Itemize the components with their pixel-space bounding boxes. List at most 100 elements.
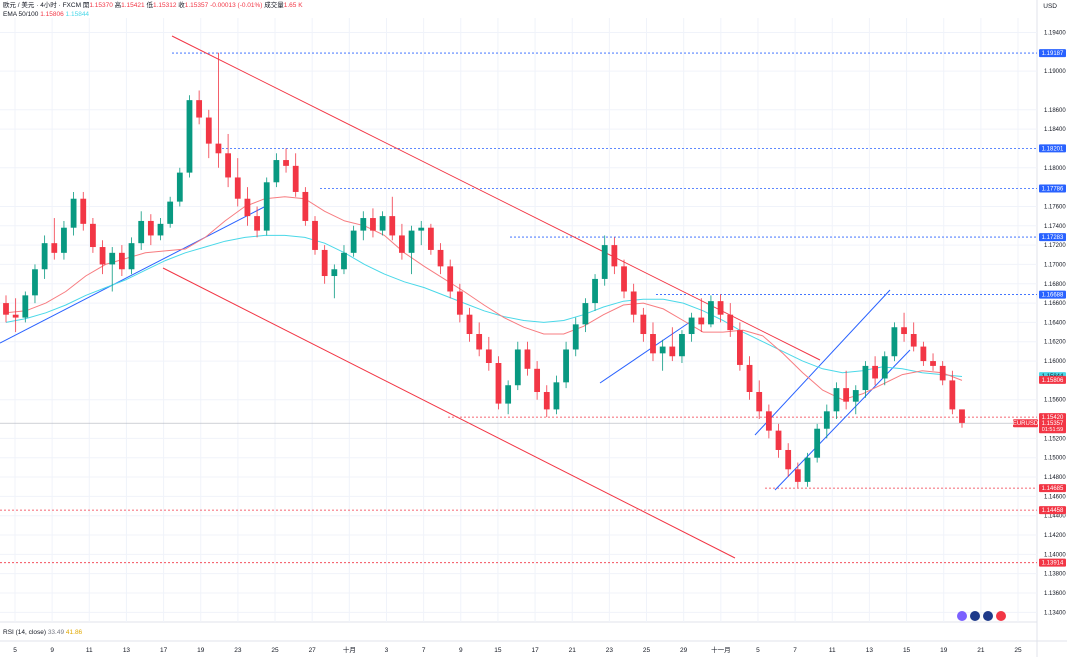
candle-body: [157, 223, 164, 236]
candle-body: [765, 411, 772, 431]
candle-body: [505, 385, 512, 404]
candle-body: [572, 324, 579, 350]
candle-body: [708, 301, 714, 325]
candle-body: [379, 216, 386, 231]
time-tick-label: 9: [50, 647, 54, 654]
price-tick-label: 1.16600: [1044, 301, 1066, 307]
candle-body: [650, 334, 656, 354]
time-tick-label: 25: [1014, 647, 1022, 654]
candle-body: [949, 380, 956, 410]
price-label-text: 1.17283: [1042, 235, 1064, 241]
candle-body: [12, 314, 19, 318]
candle-body: [147, 220, 154, 236]
price-tick-label: 1.14800: [1044, 475, 1066, 481]
candle-body: [495, 363, 502, 404]
symbol-legend[interactable]: 欧元 / 美元 · 4小时 · FXCM 開1.15370 高1.15421 低…: [3, 2, 303, 10]
candle-body: [698, 317, 705, 325]
time-tick-label: 3: [385, 647, 389, 654]
price-tick-label: 1.15000: [1044, 456, 1066, 462]
candle-body: [312, 220, 318, 250]
symbol-title: 欧元 / 美元 · 4小时 · FXCM: [3, 2, 81, 9]
flash-icon[interactable]: [957, 611, 967, 621]
candle-body: [437, 249, 444, 267]
candle-body: [659, 346, 666, 354]
time-tick-label: 23: [234, 647, 242, 654]
price-label-box: [1039, 413, 1066, 422]
price-tick-label: 1.14400: [1044, 514, 1066, 520]
us-flag-icon[interactable]: [996, 611, 1006, 621]
flag-icon[interactable]: [970, 611, 980, 621]
price-axis[interactable]: 1.19400 1.19000 1.18600 1.18400 1.18000 1.176…: [1044, 30, 1066, 616]
candle-body: [360, 218, 367, 231]
price-label-box: [1039, 144, 1066, 153]
candle-body: [32, 269, 38, 296]
candle-body: [640, 314, 647, 335]
candle-body: [215, 143, 222, 154]
candle-body: [196, 100, 203, 118]
candle-body: [109, 252, 116, 265]
price-labels: 1.19187 1.18201 1.17786 1.17283 1.16688 1.158…: [1013, 49, 1066, 567]
time-tick-label: 19: [197, 647, 205, 654]
time-tick-label: 25: [643, 647, 651, 654]
price-label-box: [1039, 419, 1066, 434]
time-tick-label: 7: [422, 647, 426, 654]
time-tick-label: 21: [569, 647, 577, 654]
candle-body: [756, 391, 763, 412]
candle-body: [263, 182, 270, 231]
price-tick-label: 1.16000: [1044, 359, 1066, 365]
price-tick-label: 1.13400: [1044, 610, 1066, 616]
flag-icon[interactable]: [983, 611, 993, 621]
candle-body: [447, 266, 454, 292]
time-tick-label: 十一月: [711, 645, 731, 654]
candle-body: [234, 177, 241, 199]
price-label-text: 1.17786: [1042, 186, 1064, 192]
candle-body: [611, 245, 618, 267]
price-tick-label: 1.18400: [1044, 127, 1066, 133]
drawing-lines: [0, 35, 1037, 564]
price-tick-label: 1.17000: [1044, 262, 1066, 268]
candle-body: [341, 252, 347, 270]
price-label-box: [1039, 184, 1066, 193]
candle-body: [254, 216, 260, 231]
candle-body: [669, 346, 676, 357]
candle-body: [302, 191, 309, 221]
candle-body: [524, 349, 531, 369]
candle-body: [852, 390, 859, 402]
price-tick-label: 1.16400: [1044, 320, 1066, 326]
candle-body: [456, 291, 463, 315]
candle-body: [370, 218, 376, 231]
candle-body: [785, 449, 792, 470]
time-tick-label: 13: [123, 647, 131, 654]
time-axis[interactable]: 5 9 11 13 17 19 23 25 27 十月 3 7 9 15 17 21 23 25 29 十一月 5 7 11…: [13, 645, 1022, 654]
close-value: 1.15357: [184, 2, 209, 9]
currency-label: USD: [1043, 3, 1057, 10]
candle-body: [3, 303, 9, 315]
price-label-text: 1.15357: [1042, 421, 1064, 427]
time-tick-label: 十月: [343, 645, 356, 654]
time-tick-label: 13: [866, 647, 874, 654]
time-tick-label: 21: [977, 647, 985, 654]
rsi-label: RSI (14, close): [3, 629, 46, 636]
time-tick-label: 11: [86, 647, 93, 654]
price-tick-label: 1.19400: [1044, 30, 1066, 36]
rsi-legend[interactable]: RSI (14, close) 33.49 41.86: [3, 629, 82, 637]
candle-body: [737, 330, 743, 365]
high-label: 高: [114, 2, 122, 9]
time-tick-label: 11: [829, 647, 836, 654]
candle-body: [688, 317, 695, 335]
rsi-value-2: 41.86: [65, 629, 83, 636]
event-icons[interactable]: [957, 611, 1006, 621]
candle-body: [292, 165, 299, 192]
candle-body: [418, 227, 425, 231]
time-tick-label: 23: [606, 647, 614, 654]
candle-body: [138, 220, 145, 244]
price-tick-label: 1.13800: [1044, 572, 1066, 578]
candle-body: [794, 469, 801, 482]
candle-body: [41, 243, 48, 270]
candle-body: [90, 223, 96, 248]
symbol-tag-box: [1013, 419, 1038, 428]
candle-body: [283, 160, 289, 166]
candle-body: [427, 227, 434, 250]
ema-legend[interactable]: EMA 50/100 1.15806 1.15844: [3, 11, 89, 19]
